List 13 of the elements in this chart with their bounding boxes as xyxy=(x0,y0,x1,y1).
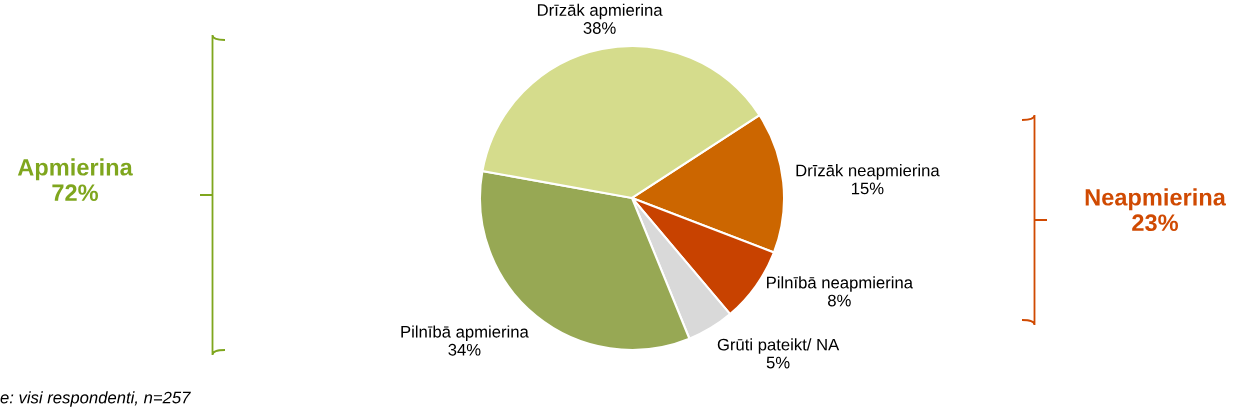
data-label: 38% xyxy=(583,22,616,34)
slice-label: Drīzāk apmierina xyxy=(537,3,663,20)
slice-label: Drīzāk neapmierina xyxy=(796,164,940,180)
slice-label: Pilnībā apmierina xyxy=(401,325,529,341)
data-label: 8% xyxy=(828,294,851,307)
slice-label: Grūti pateikt/ NA xyxy=(717,338,840,354)
data-label: 34% xyxy=(448,343,481,356)
text: e: visi respondenti, n=257 xyxy=(0,391,191,407)
data-label: 15% xyxy=(851,182,884,195)
text: Apmierina 72% xyxy=(17,158,133,202)
slice-label: Pilnībā neapmierina xyxy=(767,276,913,292)
text: Neapmierina 23% xyxy=(1085,188,1227,232)
data-label: 5% xyxy=(766,356,790,369)
